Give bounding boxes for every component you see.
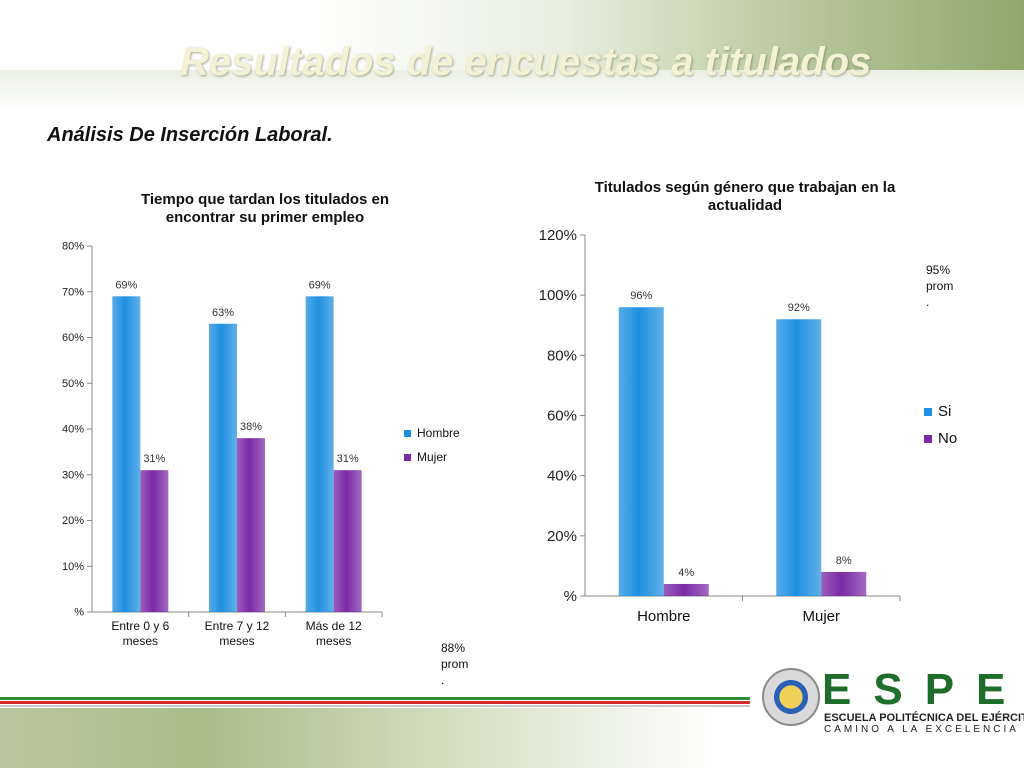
note-left-average: 88% prom . xyxy=(441,640,468,688)
y-tick-label: 50% xyxy=(62,378,84,390)
y-tick-label: 70% xyxy=(62,286,84,298)
y-tick-label: 30% xyxy=(62,469,84,481)
chart-title-line: encontrar su primer empleo xyxy=(166,209,364,226)
chart-tiempo-primer-empleo: Tiempo que tardan los titulados enencont… xyxy=(62,191,460,648)
footer-stripe-red xyxy=(0,701,750,704)
y-tick-label: 120% xyxy=(539,227,577,244)
y-tick-label: 80% xyxy=(62,241,84,253)
bar-mujer xyxy=(140,470,169,612)
bar-no xyxy=(663,583,709,596)
y-tick-label: % xyxy=(564,588,577,605)
logo-line2: CAMINO A LA EXCELENCIA xyxy=(824,724,1019,735)
bar-hombre xyxy=(209,323,237,612)
header-band xyxy=(0,0,1024,70)
y-tick-label: 10% xyxy=(62,561,84,573)
y-tick-label: 20% xyxy=(547,528,577,545)
bar-data-label: 69% xyxy=(309,279,331,291)
y-tick-label: % xyxy=(74,607,84,619)
bar-si xyxy=(776,319,822,596)
bar-data-label: 8% xyxy=(836,555,852,567)
legend-label-hombre: Hombre xyxy=(417,426,460,440)
legend-swatch-mujer xyxy=(404,454,411,461)
y-tick-label: 40% xyxy=(62,424,84,436)
bar-data-label: 31% xyxy=(337,453,359,465)
legend-label-si: Si xyxy=(938,403,951,420)
legend-swatch-si xyxy=(924,408,932,416)
note-right-average: 95% prom . xyxy=(926,262,953,310)
x-category-label: Más de 12 xyxy=(306,619,362,633)
chart-title-line: Tiempo que tardan los titulados en xyxy=(141,191,389,208)
chart-titulados-trabajan: Titulados según género que trabajan en l… xyxy=(539,179,958,625)
bar-data-label: 38% xyxy=(240,421,262,433)
x-category-label: Hombre xyxy=(637,608,690,625)
footer-stripe-green xyxy=(0,697,750,700)
slide-title: Resultados de encuestas a titulados xyxy=(180,40,872,84)
x-category-label: meses xyxy=(123,634,158,648)
legend-swatch-hombre xyxy=(404,430,411,437)
espe-seal-icon xyxy=(762,668,820,726)
footer-stripe-gray xyxy=(0,705,750,707)
legend-label-mujer: Mujer xyxy=(417,450,447,464)
note-left-dot: . xyxy=(441,673,445,687)
x-category-label: meses xyxy=(219,634,254,648)
legend-swatch-no xyxy=(924,435,932,443)
x-category-label: Mujer xyxy=(802,608,840,625)
y-tick-label: 40% xyxy=(547,468,577,485)
bar-mujer xyxy=(237,438,265,612)
note-left-label: prom xyxy=(441,657,469,671)
chart-title-line: actualidad xyxy=(708,197,782,214)
bar-mujer xyxy=(333,470,362,612)
note-right-value: 95% xyxy=(926,263,951,277)
bar-hombre xyxy=(112,296,141,612)
legend-label-no: No xyxy=(938,430,957,447)
bar-no xyxy=(821,571,867,596)
y-tick-label: 100% xyxy=(539,287,577,304)
logo-line1: ESCUELA POLITÉCNICA DEL EJÉRCITO xyxy=(824,712,1024,724)
bar-hombre xyxy=(305,296,334,612)
bar-data-label: 96% xyxy=(630,290,652,302)
bar-data-label: 31% xyxy=(143,453,165,465)
x-category-label: Entre 7 y 12 xyxy=(205,619,270,633)
chart-title-line: Titulados según género que trabajan en l… xyxy=(595,179,896,196)
bar-data-label: 69% xyxy=(115,279,137,291)
slide-subtitle: Análisis De Inserción Laboral. xyxy=(47,124,333,146)
y-tick-label: 80% xyxy=(547,347,577,364)
x-category-label: Entre 0 y 6 xyxy=(111,619,169,633)
logo-brand: ESPE xyxy=(822,665,1024,714)
note-left-value: 88% xyxy=(441,641,466,655)
y-tick-label: 60% xyxy=(547,408,577,425)
bar-data-label: 4% xyxy=(678,567,694,579)
bar-data-label: 63% xyxy=(212,307,234,319)
bar-si xyxy=(618,307,664,596)
note-right-dot: . xyxy=(926,295,930,309)
y-tick-label: 60% xyxy=(62,332,84,344)
x-category-label: meses xyxy=(316,634,351,648)
note-right-label: prom xyxy=(926,279,954,293)
y-tick-label: 20% xyxy=(62,515,84,527)
header-fade xyxy=(0,70,1024,110)
bar-data-label: 92% xyxy=(788,302,810,314)
